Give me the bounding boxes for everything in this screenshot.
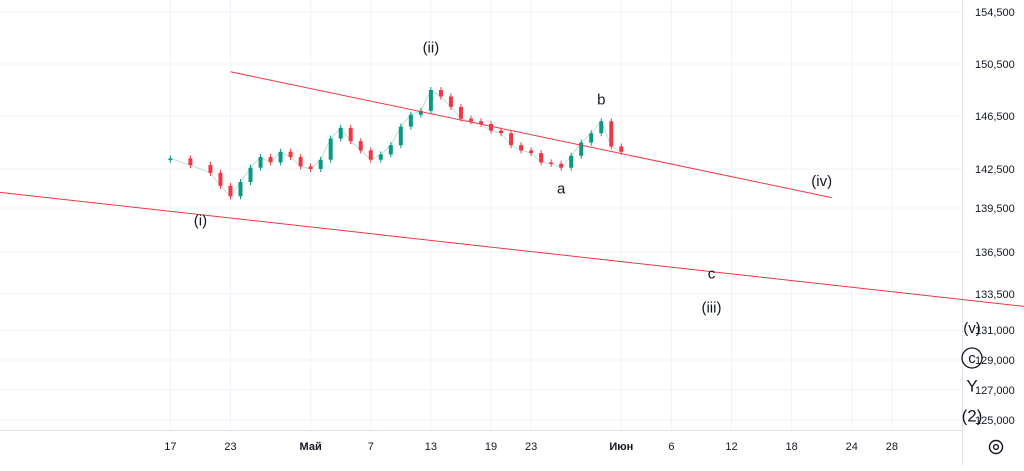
candle <box>348 127 353 142</box>
candle <box>418 110 423 115</box>
time-tick-label: 28 <box>886 441 898 453</box>
candle <box>238 182 243 197</box>
candle <box>519 145 524 151</box>
wave-label: b <box>597 91 605 108</box>
candle <box>358 141 363 151</box>
wave-label: a <box>557 181 566 198</box>
candle <box>448 96 453 107</box>
candle <box>549 162 554 164</box>
time-tick-label: 23 <box>224 441 236 453</box>
candle <box>248 167 253 182</box>
price-tick-label: 129,000 <box>975 355 1015 367</box>
candle <box>428 90 433 111</box>
candle <box>569 155 574 168</box>
wave-label: Y <box>966 377 977 396</box>
candle <box>338 127 343 139</box>
price-tick-label: 139,500 <box>975 203 1015 215</box>
candle <box>479 121 483 124</box>
price-tick-label: 131,000 <box>975 325 1015 337</box>
candle <box>579 142 584 156</box>
candle <box>609 121 614 147</box>
price-tick-label: 127,000 <box>975 385 1015 397</box>
candle <box>499 130 504 134</box>
time-tick-label: 6 <box>668 441 674 453</box>
candle <box>228 185 233 197</box>
candle <box>168 158 173 160</box>
candle <box>388 145 393 155</box>
candle <box>368 150 373 160</box>
candle <box>509 133 514 146</box>
time-tick-label: 23 <box>525 441 537 453</box>
time-axis: 17 23 Май 7 13 19 23 Июн 6 12 18 24 28 <box>164 441 898 453</box>
price-tick-label: 142,500 <box>975 164 1015 176</box>
price-tick-label: 154,500 <box>975 7 1015 19</box>
grid <box>0 0 962 430</box>
candle <box>619 146 624 152</box>
price-tick-label: 150,500 <box>975 59 1015 71</box>
wave-label: c <box>968 350 976 367</box>
wave-label: (iii) <box>701 300 721 317</box>
trendlines <box>0 71 1024 307</box>
candle <box>489 123 494 131</box>
wave-label: (iv) <box>811 173 832 190</box>
price-axis: 154,500 150,500 146,500 142,500 139,500 136,5… <box>975 7 1015 427</box>
time-tick-label: 24 <box>846 441 858 453</box>
candle <box>559 163 564 168</box>
candle <box>408 114 413 127</box>
price-series <box>168 87 624 200</box>
candle <box>268 157 273 163</box>
candle <box>218 172 223 186</box>
price-tick-label: 146,500 <box>975 111 1015 123</box>
candle <box>328 138 333 160</box>
candle <box>539 153 544 163</box>
price-tick-label: 133,500 <box>975 289 1015 301</box>
candle <box>458 106 463 119</box>
time-tick-label: 13 <box>425 441 437 453</box>
wave-label: (v) <box>963 320 981 337</box>
candle <box>208 165 213 173</box>
candle <box>468 118 473 122</box>
wave-label: c <box>708 266 716 283</box>
time-tick-label: Июн <box>609 441 633 453</box>
candle <box>589 133 594 143</box>
price-tick-label: 125,000 <box>975 415 1015 427</box>
wave-label: (2) <box>962 407 983 426</box>
time-tick-label: 7 <box>368 441 374 453</box>
wave-label: (i) <box>194 213 207 230</box>
trendline-lower <box>0 191 1024 307</box>
time-tick-label: Май <box>300 441 322 453</box>
time-tick-label: 19 <box>485 441 497 453</box>
candle <box>188 158 193 166</box>
wave-label-circle <box>961 347 983 369</box>
time-tick-label: 12 <box>725 441 737 453</box>
settings-button[interactable] <box>982 434 1010 460</box>
candle <box>288 151 293 158</box>
time-tick-label: 18 <box>786 441 798 453</box>
candle <box>258 157 263 168</box>
candle <box>398 126 403 146</box>
candle <box>378 154 383 160</box>
candle <box>278 151 283 163</box>
candle <box>599 121 604 134</box>
candle <box>298 157 303 167</box>
candle <box>529 150 534 154</box>
wave-labels: (i)(ii)ba (iv)c(iii)(v)cY(2) <box>194 39 983 426</box>
wave-label: (ii) <box>423 39 440 56</box>
time-tick-label: 17 <box>164 441 176 453</box>
candle <box>318 159 323 169</box>
settings-icon <box>988 439 1004 455</box>
candle <box>308 166 313 169</box>
price-tick-label: 136,500 <box>975 247 1015 259</box>
candle <box>438 90 443 97</box>
trendline-upper <box>230 71 832 199</box>
